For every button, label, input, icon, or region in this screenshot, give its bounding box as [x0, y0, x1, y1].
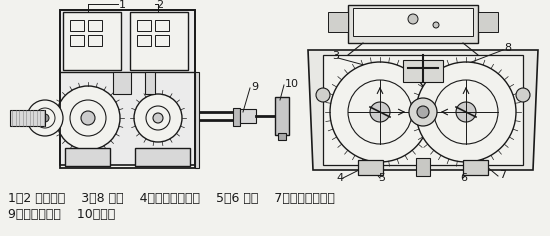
- Bar: [70, 35, 84, 46]
- Circle shape: [316, 88, 330, 102]
- Text: 5: 5: [378, 173, 385, 183]
- Bar: [240, 109, 256, 123]
- Bar: [10, 110, 45, 126]
- Circle shape: [433, 22, 439, 28]
- Bar: [416, 158, 430, 176]
- Circle shape: [409, 98, 437, 126]
- Circle shape: [81, 111, 95, 125]
- Circle shape: [330, 62, 430, 162]
- Bar: [155, 35, 169, 46]
- Bar: [60, 10, 195, 165]
- Circle shape: [153, 113, 163, 123]
- Circle shape: [416, 62, 516, 162]
- Bar: [358, 160, 383, 175]
- Bar: [195, 72, 199, 168]
- Circle shape: [27, 100, 63, 136]
- Circle shape: [348, 80, 412, 144]
- Bar: [88, 35, 102, 46]
- Circle shape: [516, 88, 530, 102]
- Bar: [155, 20, 169, 31]
- Circle shape: [146, 106, 170, 130]
- Text: 9、转矩传动轴    10、曲拐: 9、转矩传动轴 10、曲拐: [8, 208, 116, 221]
- Bar: [88, 20, 102, 31]
- Bar: [145, 72, 155, 94]
- Bar: [113, 72, 131, 94]
- Bar: [233, 108, 240, 126]
- Polygon shape: [308, 50, 538, 170]
- Text: 8: 8: [504, 43, 511, 53]
- Text: 4: 4: [336, 173, 343, 183]
- Text: 9: 9: [251, 82, 258, 92]
- Text: 10: 10: [285, 79, 299, 89]
- Text: 1、2 微动开关    3、8 凸轮    4、开向调节螺钉    5、6 支架    7、关向调节螺钉: 1、2 微动开关 3、8 凸轮 4、开向调节螺钉 5、6 支架 7、关向调节螺钉: [8, 192, 335, 205]
- Text: 6: 6: [460, 173, 467, 183]
- Bar: [135, 148, 190, 166]
- Text: 1: 1: [119, 0, 126, 10]
- Circle shape: [70, 100, 106, 136]
- Bar: [60, 10, 195, 168]
- Circle shape: [408, 14, 418, 24]
- Circle shape: [35, 108, 55, 128]
- Text: 3: 3: [332, 51, 339, 61]
- Bar: [63, 12, 121, 70]
- Bar: [137, 35, 151, 46]
- Bar: [323, 55, 523, 165]
- Circle shape: [434, 80, 498, 144]
- Circle shape: [41, 114, 49, 122]
- Bar: [70, 20, 84, 31]
- Bar: [463, 160, 488, 175]
- Bar: [403, 60, 443, 82]
- Bar: [348, 5, 478, 43]
- Bar: [478, 12, 498, 32]
- Text: 7: 7: [499, 170, 506, 180]
- Bar: [130, 12, 188, 70]
- Bar: [275, 97, 289, 135]
- Circle shape: [417, 106, 429, 118]
- Circle shape: [56, 86, 120, 150]
- Text: 2: 2: [156, 0, 163, 10]
- Circle shape: [370, 102, 390, 122]
- Bar: [328, 12, 348, 32]
- Bar: [65, 148, 110, 166]
- Bar: [137, 20, 151, 31]
- Circle shape: [456, 102, 476, 122]
- Bar: [278, 133, 286, 140]
- Bar: [353, 8, 473, 36]
- Circle shape: [134, 94, 182, 142]
